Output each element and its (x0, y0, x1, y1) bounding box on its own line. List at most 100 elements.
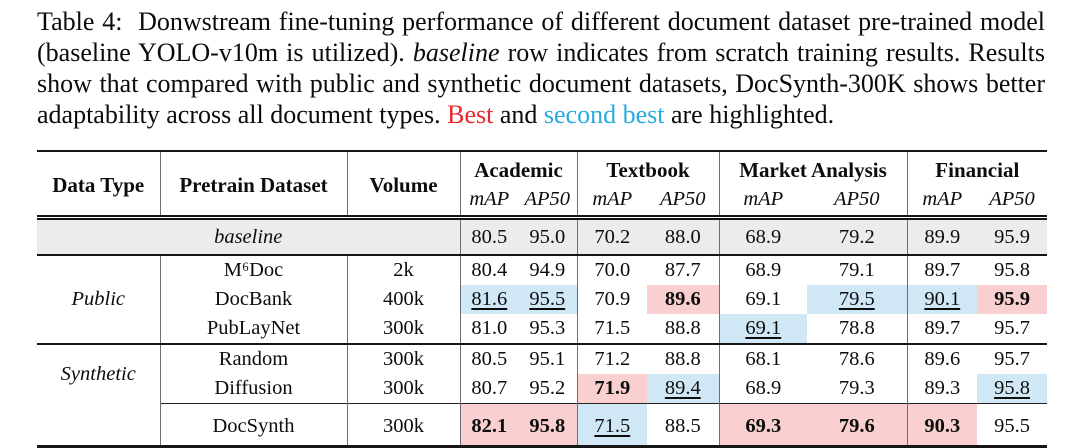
cell-volume: 300k (346, 344, 460, 374)
caption-segment-second: second best (543, 100, 665, 129)
cell-value: 95.9 (977, 217, 1048, 255)
cell-dataset: DocBank (159, 285, 347, 314)
cell-value: 88.5 (647, 403, 720, 447)
col-group-academic: Academic (459, 151, 578, 186)
caption-segment: row indicates from scratch training resu… (37, 38, 1045, 129)
section-baseline: baseline 80.5 95.0 70.2 88.0 68.9 79.2 89.9 95.9 (37, 217, 1048, 255)
cell-value: 95.5 (977, 403, 1048, 447)
cell-value: 95.3 (529, 317, 566, 339)
cell-value: 68.9 (718, 255, 808, 285)
cell-value: 88.8 (664, 317, 701, 339)
cell-value: 71.5 (576, 403, 648, 447)
caption-segment: and (493, 100, 544, 129)
caption-segment: Table 4: Donwstream fine-tuning performa… (37, 7, 1045, 67)
results-table: Data Type Pretrain Dataset Volume Academ… (37, 150, 1048, 448)
col-subheader-financial-map: mAP (906, 186, 978, 218)
section-final: DocSynth 300k 82.1 95.8 71.5 88.5 69.3 79.6 90.3… (37, 403, 1048, 447)
cell-dataset: Diffusion (159, 374, 347, 404)
cell-value: 95.2 (529, 377, 566, 399)
cell-value: 95.5 (518, 285, 578, 314)
cell-value: 78.8 (838, 317, 875, 339)
cell-value: 90.1 (906, 285, 978, 314)
cell-value: 95.8 (518, 403, 578, 447)
cell-value: 78.6 (838, 348, 875, 370)
caption-segment: are highlighted. (664, 100, 835, 129)
cell-value: 79.6 (807, 403, 908, 447)
col-group-textbook: Textbook (576, 151, 720, 186)
cell-value: 68.9 (718, 374, 808, 404)
col-subheader-market-map: mAP (718, 186, 808, 218)
cell-value: 95.9 (977, 285, 1048, 314)
cell-volume: 2k (346, 255, 460, 285)
cell-value: 81.6 (459, 285, 518, 314)
cell-value: 89.9 (906, 217, 978, 255)
cell-value: 95.1 (529, 348, 566, 370)
col-subheader-financial-ap50: AP50 (989, 188, 1035, 210)
cell-value: 70.2 (576, 217, 648, 255)
cell-volume: 300k (346, 403, 460, 447)
cell-value: 70.9 (576, 285, 648, 314)
cell-value: 80.7 (459, 374, 518, 404)
table-row: Synthetic Random 300k 80.5 95.1 71.2 88.8 68.1 7… (37, 344, 1047, 385)
col-header-volume: Volume (346, 151, 460, 218)
table-row: Public M⁶Doc 2k 80.4 94.9 70.0 87.7 68.9 79.1 89.… (37, 255, 1047, 310)
cell-value: 89.7 (906, 314, 978, 344)
cell-value: 89.7 (906, 255, 978, 285)
cell-value: 68.1 (718, 344, 808, 374)
cell-value: 90.3 (906, 403, 978, 447)
cell-value: 95.8 (977, 374, 1048, 404)
cell-value: 79.3 (838, 377, 875, 399)
cell-data-type: Synthetic (60, 362, 136, 385)
cell-dataset: DocSynth (159, 403, 347, 447)
cell-value: 69.1 (718, 314, 808, 344)
col-subheader-academic-ap50: AP50 (524, 188, 571, 210)
cell-value: 80.5 (459, 344, 518, 374)
cell-baseline-label: baseline (37, 217, 460, 255)
cell-value: 88.0 (647, 217, 720, 255)
table-row: PubLayNet 300k 81.0 95.3 71.5 88.8 69.1 78.8 89.… (37, 314, 1047, 344)
cell-volume: 300k (346, 374, 460, 404)
table-row-docsynth: DocSynth 300k 82.1 95.8 71.5 88.5 69.3 79.6 90.3… (37, 403, 1048, 447)
baseline-row: baseline 80.5 95.0 70.2 88.0 68.9 79.2 89.9 95.9 (37, 217, 1048, 255)
cell-value: 82.1 (459, 403, 518, 447)
col-subheader-textbook-ap50: AP50 (660, 188, 706, 210)
cell-value: 71.5 (576, 314, 648, 344)
section-public: Public M⁶Doc 2k 80.4 94.9 70.0 87.7 68.9 79.1 89.… (37, 255, 1048, 344)
cell-dataset: M⁶Doc (159, 255, 347, 285)
table-caption: Table 4: Donwstream fine-tuning performa… (37, 6, 1045, 130)
col-subheader-academic-map: mAP (459, 186, 518, 218)
cell-data-type: Public (71, 288, 125, 310)
cell-value: 81.0 (459, 314, 518, 344)
cell-volume: 400k (346, 285, 460, 314)
cell-value: 89.6 (906, 344, 978, 374)
cell-volume: 300k (346, 314, 460, 344)
col-group-market-analysis: Market Analysis (718, 151, 908, 186)
table-row: DocBank 400k 81.6 95.5 70.9 89.6 69.1 79.5 90.1 9… (37, 285, 1048, 314)
col-subheader-textbook-map: mAP (576, 186, 648, 218)
col-subheader-market-ap50: AP50 (834, 188, 880, 210)
cell-value: 88.8 (664, 348, 701, 370)
col-header-data-type: Data Type (52, 172, 145, 197)
cell-value: 69.1 (718, 285, 808, 314)
caption-segment-best: Best (447, 100, 494, 129)
table-row: Diffusion 300k 80.7 95.2 71.9 89.4 68.9 79.3 89.… (37, 374, 1048, 404)
table-header: Data Type Pretrain Dataset Volume Academ… (37, 151, 1048, 218)
cell-value: 95.8 (994, 259, 1030, 281)
col-group-financial: Financial (906, 151, 1048, 186)
cell-dataset: Random (159, 344, 347, 374)
cell-value: 79.1 (838, 259, 875, 281)
cell-value: 94.9 (529, 259, 566, 281)
section-synthetic: Synthetic Random 300k 80.5 95.1 71.2 88.8 68.1 7… (37, 344, 1048, 404)
cell-value: 71.9 (576, 374, 648, 404)
cell-value: 71.2 (576, 344, 648, 374)
cell-value: 70.0 (576, 255, 648, 285)
cell-dataset: PubLayNet (159, 314, 347, 344)
cell-value: 95.7 (994, 317, 1030, 339)
cell-value: 79.2 (807, 217, 908, 255)
col-header-pretrain-dataset: Pretrain Dataset (159, 151, 347, 218)
cell-value: 80.4 (459, 255, 518, 285)
cell-value: 80.5 (459, 217, 518, 255)
cell-value: 89.6 (647, 285, 720, 314)
cell-value: 95.7 (994, 348, 1030, 370)
cell-value: 69.3 (718, 403, 808, 447)
